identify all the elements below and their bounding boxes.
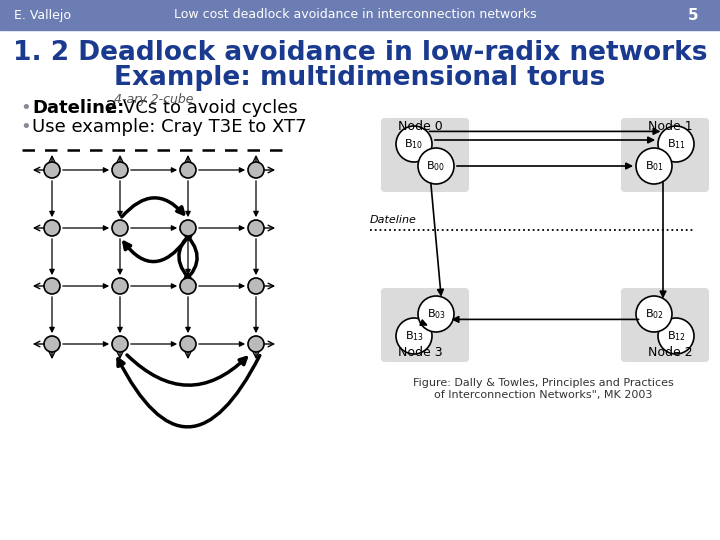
Circle shape: [44, 336, 60, 352]
Text: Node 3: Node 3: [397, 347, 442, 360]
Text: Example: multidimensional torus: Example: multidimensional torus: [114, 65, 606, 91]
Circle shape: [180, 220, 196, 236]
Text: B$_{10}$: B$_{10}$: [405, 137, 423, 151]
FancyBboxPatch shape: [621, 118, 709, 192]
Text: Node 2: Node 2: [648, 347, 693, 360]
Circle shape: [636, 148, 672, 184]
Text: 2 VCs to avoid cycles: 2 VCs to avoid cycles: [100, 99, 298, 117]
Text: B$_{12}$: B$_{12}$: [667, 329, 685, 343]
Text: Figure: Dally & Towles, Principles and Practices
of Interconnection Networks", M: Figure: Dally & Towles, Principles and P…: [413, 378, 673, 400]
Circle shape: [418, 296, 454, 332]
Circle shape: [112, 220, 128, 236]
Text: 4-ary 2-cube: 4-ary 2-cube: [114, 93, 194, 106]
Text: B$_{00}$: B$_{00}$: [426, 159, 446, 173]
Text: B$_{02}$: B$_{02}$: [644, 307, 663, 321]
Circle shape: [658, 318, 694, 354]
FancyBboxPatch shape: [381, 288, 469, 362]
Circle shape: [248, 278, 264, 294]
Circle shape: [180, 278, 196, 294]
Circle shape: [248, 336, 264, 352]
Circle shape: [112, 336, 128, 352]
Circle shape: [418, 148, 454, 184]
Circle shape: [658, 126, 694, 162]
Circle shape: [396, 318, 432, 354]
Circle shape: [44, 278, 60, 294]
Text: B$_{13}$: B$_{13}$: [405, 329, 423, 343]
FancyBboxPatch shape: [621, 288, 709, 362]
Text: Node 1: Node 1: [648, 120, 693, 133]
Text: •: •: [20, 99, 31, 117]
Circle shape: [44, 220, 60, 236]
Text: Use example: Cray T3E to XT7: Use example: Cray T3E to XT7: [32, 118, 307, 136]
Bar: [0, 0, 720, 30]
Text: 1. 2 Deadlock avoidance in low-radix networks: 1. 2 Deadlock avoidance in low-radix net…: [13, 40, 707, 66]
Text: Node 0: Node 0: [397, 120, 442, 133]
Text: B$_{11}$: B$_{11}$: [667, 137, 685, 151]
Text: Dateline:: Dateline:: [32, 99, 125, 117]
Circle shape: [248, 220, 264, 236]
Circle shape: [180, 336, 196, 352]
Circle shape: [180, 162, 196, 178]
Text: •: •: [20, 118, 31, 136]
Text: Dateline: Dateline: [370, 215, 417, 225]
Circle shape: [44, 162, 60, 178]
Text: B$_{03}$: B$_{03}$: [426, 307, 446, 321]
Circle shape: [112, 162, 128, 178]
Circle shape: [112, 278, 128, 294]
Circle shape: [396, 126, 432, 162]
Circle shape: [636, 296, 672, 332]
Text: 5: 5: [688, 8, 698, 23]
Circle shape: [248, 162, 264, 178]
Text: E. Vallejo: E. Vallejo: [14, 9, 71, 22]
Text: Low cost deadlock avoidance in interconnection networks: Low cost deadlock avoidance in interconn…: [174, 9, 536, 22]
FancyBboxPatch shape: [381, 118, 469, 192]
Text: B$_{01}$: B$_{01}$: [644, 159, 663, 173]
